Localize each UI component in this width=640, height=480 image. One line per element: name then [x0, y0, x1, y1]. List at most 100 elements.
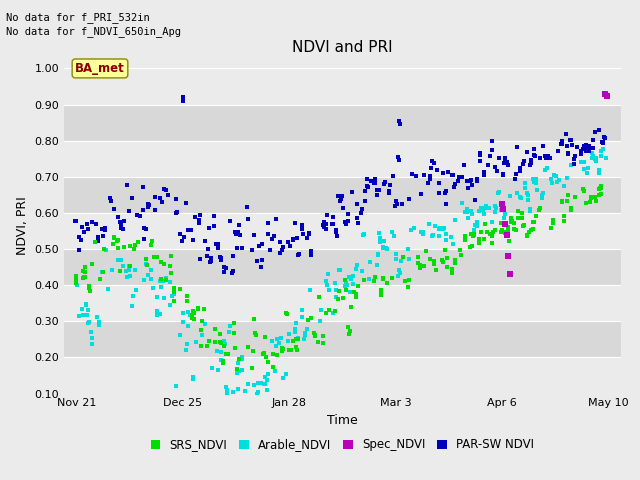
Point — [183, 322, 193, 330]
Point — [334, 266, 344, 274]
Point — [284, 336, 294, 344]
Point — [496, 219, 506, 227]
Point — [255, 380, 266, 387]
Point — [526, 156, 536, 164]
Point — [474, 207, 484, 215]
Point — [490, 202, 500, 210]
Point — [485, 230, 495, 238]
Point — [253, 388, 263, 396]
Point — [116, 220, 127, 228]
Point — [331, 226, 341, 233]
Point — [115, 267, 125, 275]
X-axis label: Time: Time — [327, 414, 358, 427]
Point — [468, 229, 479, 237]
Point — [319, 218, 329, 226]
Point — [112, 238, 122, 245]
Point — [268, 350, 278, 358]
Point — [419, 230, 429, 238]
Point — [125, 262, 135, 270]
Point — [249, 315, 259, 323]
Point — [200, 320, 210, 328]
Point — [165, 301, 175, 309]
Point — [579, 142, 589, 149]
Point — [596, 184, 606, 192]
Point — [406, 227, 416, 234]
Point — [156, 275, 166, 282]
Point — [237, 244, 248, 252]
Point — [215, 331, 225, 338]
Point — [269, 232, 279, 240]
Point — [391, 198, 401, 205]
Point — [113, 237, 123, 244]
Point — [384, 189, 394, 197]
Point — [322, 211, 332, 219]
Point — [349, 288, 360, 296]
Point — [86, 340, 97, 348]
Point — [237, 367, 247, 374]
Point — [212, 347, 222, 354]
Point — [215, 253, 225, 261]
Point — [359, 276, 369, 284]
Point — [472, 218, 482, 226]
Point — [374, 186, 385, 193]
Point — [385, 181, 395, 189]
Point — [228, 329, 239, 337]
Point — [125, 242, 136, 250]
Point — [388, 233, 399, 240]
Point — [118, 262, 128, 270]
Point — [537, 191, 547, 199]
Point — [462, 178, 472, 185]
Point — [588, 144, 598, 152]
Point — [100, 227, 110, 234]
Point — [132, 212, 142, 219]
Point — [538, 190, 548, 197]
Point — [587, 149, 597, 156]
Point — [321, 221, 331, 228]
Point — [80, 269, 90, 276]
Point — [404, 195, 414, 203]
Point — [519, 157, 529, 165]
Point — [469, 231, 479, 239]
Point — [263, 358, 273, 366]
Point — [71, 276, 81, 283]
Point — [468, 232, 478, 240]
Point — [164, 278, 175, 286]
Point — [418, 228, 428, 236]
Point — [155, 310, 165, 318]
Point — [547, 179, 557, 186]
Point — [70, 279, 81, 287]
Point — [327, 220, 337, 228]
Point — [299, 335, 309, 342]
Point — [416, 228, 426, 236]
Point — [510, 226, 520, 234]
Point — [219, 342, 229, 350]
Point — [529, 151, 540, 158]
Point — [218, 264, 228, 271]
Point — [272, 336, 282, 343]
Point — [506, 214, 516, 221]
Point — [490, 204, 500, 212]
Point — [523, 191, 533, 199]
Point — [476, 228, 486, 236]
Point — [445, 233, 456, 241]
Point — [450, 216, 460, 224]
Point — [159, 260, 169, 268]
Point — [494, 188, 504, 196]
Point — [221, 390, 232, 397]
Point — [378, 275, 388, 282]
Point — [86, 328, 97, 336]
Point — [600, 90, 611, 97]
Point — [324, 306, 334, 314]
Point — [211, 338, 221, 346]
Point — [218, 357, 228, 365]
Point — [202, 252, 212, 260]
Point — [504, 237, 514, 245]
Point — [220, 340, 230, 348]
Point — [146, 241, 156, 249]
Point — [115, 224, 125, 232]
Point — [84, 318, 94, 325]
Point — [415, 263, 425, 270]
Point — [479, 210, 489, 217]
Point — [466, 207, 476, 215]
Point — [459, 161, 469, 169]
